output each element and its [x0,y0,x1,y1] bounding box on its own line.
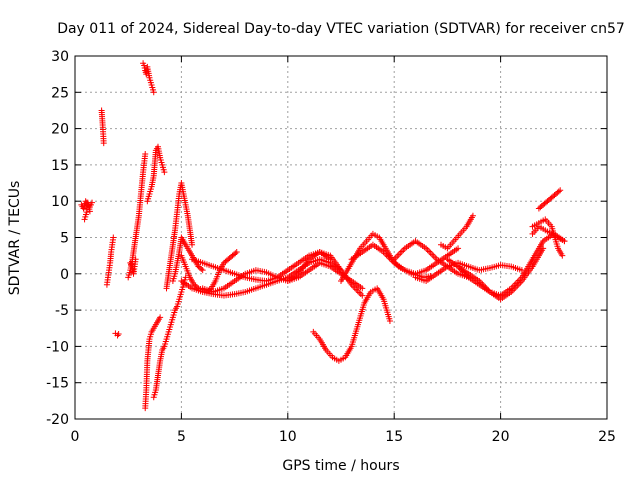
data-point [559,252,566,259]
series-t6 [140,60,157,96]
series-t15 [284,249,366,299]
data-point [115,331,122,338]
data-point [189,241,196,248]
series-t3 [103,234,117,288]
data-point [395,251,402,258]
data-point [357,291,364,298]
data-point [132,256,139,263]
series-t5 [125,151,149,281]
data-point [142,151,149,158]
data-point [161,169,168,176]
y-tick-label: 25 [51,85,69,101]
series-t24 [529,223,568,245]
data-point [424,246,431,253]
data-point [386,317,393,324]
data-point [233,249,240,256]
series-t7 [142,314,164,412]
data-point [427,250,434,257]
data-point [469,212,476,219]
y-tick-label: 10 [51,194,69,210]
data-point [398,248,405,255]
data-point [157,314,164,321]
data-point [359,285,366,292]
chart-title: Day 011 of 2024, Sidereal Day-to-day VTE… [57,21,625,37]
data-point [561,238,568,245]
series-t9 [150,274,189,401]
data-point [359,292,366,299]
data-point [198,265,205,272]
data-point [432,254,439,261]
series-t17 [338,230,434,285]
y-tick-label: -20 [46,412,69,428]
y-tick-label: -10 [46,339,69,355]
data-point [114,332,121,339]
data-point [150,89,157,96]
x-tick-label: 15 [385,429,403,445]
data-points [78,60,568,412]
data-point [400,246,407,253]
data-point [429,251,436,258]
series-t21 [438,212,476,252]
series-t25 [535,187,564,212]
series-t4 [112,330,122,339]
data-point [397,250,404,257]
data-point [430,253,437,260]
series-t8 [144,143,168,205]
data-point [555,188,562,195]
x-axis-label: GPS time / hours [282,458,399,474]
data-point [86,208,93,215]
x-tick-label: 10 [279,429,297,445]
data-point [356,289,363,296]
series-t26 [529,216,566,259]
series-t14 [199,259,366,295]
y-tick-label: 0 [60,267,69,283]
series-t10 [163,180,196,292]
x-tick-label: 25 [598,429,616,445]
x-tick-label: 0 [71,429,80,445]
x-tick-label: 20 [492,429,510,445]
series-t2 [98,107,107,147]
series-t5b [127,256,139,277]
series-t16 [310,285,393,364]
data-point [199,267,206,274]
y-tick-label: 30 [51,49,69,65]
axis-ticks: 0 5 10 15 20 25 -20 -15 -10 -5 0 5 10 15 20 25 30 [46,49,616,445]
y-tick-label: -15 [46,376,69,392]
data-point [141,62,148,69]
data-point [232,250,239,257]
x-tick-label: 5 [177,429,186,445]
series-t1b [81,199,93,223]
data-point [426,248,433,255]
data-point [100,140,107,147]
y-tick-label: 15 [51,158,69,174]
y-axis-label: SDTVAR / TECUs [7,181,23,296]
y-tick-label: -5 [55,303,69,319]
y-tick-label: 20 [51,122,69,138]
data-point [455,245,462,252]
data-point [557,187,564,194]
data-point [110,234,117,241]
data-point [394,253,401,260]
grid [75,56,607,419]
y-tick-label: 5 [60,231,69,247]
